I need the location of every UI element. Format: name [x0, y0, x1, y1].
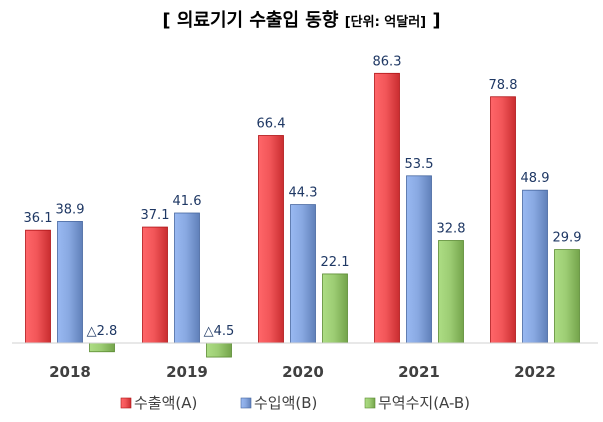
legend-label-series-2: 수입액(B) [254, 394, 317, 412]
chart-title-main: [ 의료기기 수출입 동향 [162, 9, 344, 31]
legend: 수출액(A) 수입액(B) 무역수지(A-B) [120, 394, 470, 412]
bar-2021-series-1 [374, 72, 400, 344]
legend-label-series-1: 수출액(A) [134, 394, 197, 412]
data-label-2021-series-3: 32.8 [437, 222, 466, 237]
x-tick-label-2022: 2022 [514, 363, 556, 381]
legend-swatch-series-1 [120, 397, 132, 409]
chart-title: [ 의료기기 수출입 동향 [단위: 억달러] ] [162, 9, 440, 31]
bar-2019-series-2 [174, 212, 200, 344]
bar-2021-series-3 [438, 240, 464, 344]
bar-2020-series-3 [322, 273, 348, 344]
x-tick-label-2018: 2018 [49, 363, 91, 381]
bar-2022-series-1 [490, 96, 516, 344]
category-labels-layer: 2018 2019 2020 2021 2022 [49, 363, 556, 381]
data-label-2022-series-2: 48.9 [521, 171, 550, 186]
x-tick-label-2021: 2021 [398, 363, 440, 381]
legend-swatch-series-2 [240, 397, 252, 409]
data-label-2021-series-1: 86.3 [373, 54, 402, 69]
chart-title-close: ] [426, 10, 441, 31]
data-label-2019-series-2: 41.6 [173, 194, 202, 209]
chart-title-unit: [단위: 억달러] [345, 14, 426, 30]
bar-2019-series-3 [206, 342, 232, 358]
x-tick-label-2020: 2020 [282, 363, 324, 381]
bar-2020-series-2 [290, 204, 316, 344]
legend-label-series-3: 무역수지(A-B) [378, 394, 470, 412]
data-label-2020-series-1: 66.4 [257, 117, 286, 132]
bar-2018-series-3 [89, 342, 115, 353]
data-label-2018-series-1: 36.1 [24, 211, 53, 226]
bar-2021-series-2 [406, 175, 432, 344]
bar-2022-series-2 [522, 189, 548, 344]
data-label-2022-series-1: 78.8 [489, 78, 518, 93]
data-label-2018-series-2: 38.9 [56, 202, 85, 217]
data-label-2019-series-3: △4.5 [204, 324, 235, 339]
bars-layer [25, 72, 580, 358]
bar-2019-series-1 [142, 226, 168, 344]
bar-2022-series-3 [554, 249, 580, 344]
data-label-2019-series-1: 37.1 [141, 208, 170, 223]
data-label-2018-series-3: △2.8 [87, 324, 118, 339]
data-label-2020-series-2: 44.3 [289, 186, 318, 201]
x-tick-label-2019: 2019 [166, 363, 208, 381]
bar-2018-series-1 [25, 229, 51, 344]
bar-2018-series-2 [57, 221, 83, 344]
legend-swatch-series-3 [364, 397, 376, 409]
value-labels-layer: 36.138.9 △2.8 37.141.6 △4.5 66.4 44.3 22.1 86.3… [24, 54, 582, 339]
data-label-2020-series-3: 22.1 [321, 255, 350, 270]
data-label-2022-series-3: 29.9 [553, 231, 582, 246]
data-label-2021-series-2: 53.5 [405, 157, 434, 172]
bar-2020-series-1 [258, 135, 284, 344]
